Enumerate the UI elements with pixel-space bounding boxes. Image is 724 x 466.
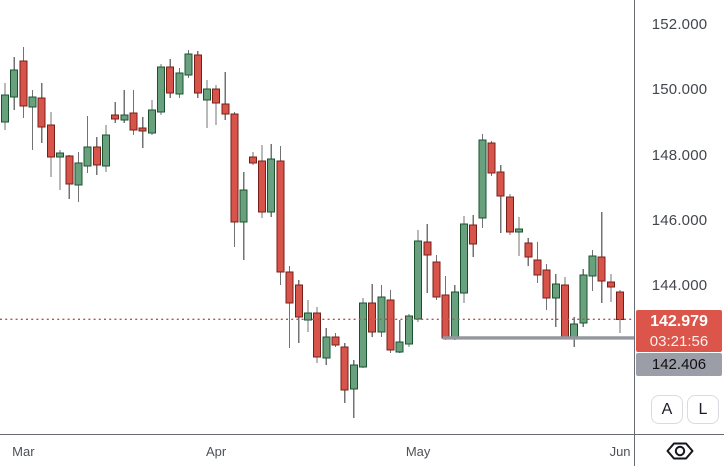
candle [505, 194, 514, 236]
candle [28, 90, 37, 151]
candle [579, 269, 588, 328]
candle [404, 314, 413, 347]
time-axis-month-label: May [405, 444, 431, 459]
candle [303, 300, 312, 332]
candle [349, 360, 358, 419]
auto-scale-button[interactable]: A [651, 395, 683, 424]
time-axis[interactable]: Mar Apr May Jun [0, 435, 634, 466]
candle [423, 224, 432, 293]
candle [496, 165, 505, 233]
candle [276, 146, 285, 286]
candle [294, 280, 303, 344]
candle [597, 211, 606, 303]
candle [10, 57, 19, 110]
candle [414, 229, 423, 322]
candle [432, 255, 441, 301]
candle [83, 116, 92, 173]
candle [395, 319, 404, 354]
candle [193, 50, 202, 98]
candle [359, 298, 368, 369]
candle [285, 266, 294, 348]
candle [74, 152, 83, 202]
candle [202, 79, 211, 128]
candle [616, 289, 625, 333]
candle [129, 90, 138, 136]
candle [258, 144, 267, 218]
candle [533, 241, 542, 284]
price-tick-label: 148.000 [651, 146, 708, 164]
candle [120, 90, 129, 123]
candle [267, 143, 276, 217]
time-axis-month-label: Mar [12, 444, 35, 459]
candle [515, 216, 524, 257]
candle [138, 117, 147, 149]
candle [570, 316, 579, 347]
axis-corner [635, 435, 724, 466]
last-price-value: 142.979 [650, 313, 708, 331]
price-axis-separator [634, 0, 635, 466]
candle [157, 63, 166, 115]
time-axis-month-label: Apr [206, 444, 227, 459]
candle [542, 264, 551, 311]
price-tick-label: 146.000 [651, 211, 708, 229]
candle [65, 154, 74, 199]
candlestick-chart[interactable] [0, 0, 634, 434]
candle [175, 67, 184, 98]
candle [166, 59, 175, 98]
log-scale-button[interactable]: L [687, 395, 719, 424]
candle [230, 111, 239, 247]
candle [239, 171, 248, 260]
candle [212, 84, 221, 125]
price-axis[interactable]: 152.000 150.000 148.000 146.000 144.000 142.… [635, 0, 724, 434]
price-tick-label: 144.000 [651, 277, 708, 294]
candle [322, 328, 331, 365]
candle [184, 49, 193, 79]
candle [147, 99, 156, 136]
candle [56, 150, 65, 191]
candle [606, 273, 615, 302]
chart-area[interactable] [0, 0, 634, 434]
candle [450, 285, 459, 341]
candle [19, 47, 28, 119]
candle [386, 289, 395, 354]
level-price-badge: 142.406 [636, 353, 722, 377]
last-price-badge: 142.979 03:21:56 [636, 310, 722, 353]
candle [469, 214, 478, 257]
candle [331, 332, 340, 347]
candle [551, 273, 560, 328]
candle [37, 82, 46, 143]
candle [588, 250, 597, 291]
candle [524, 238, 533, 267]
candle [92, 137, 101, 176]
candle [368, 284, 377, 337]
price-tick-label: 150.000 [651, 81, 708, 99]
hexagon-eye-logo-icon[interactable] [666, 441, 694, 461]
candle [460, 215, 468, 303]
candle-countdown-timer: 03:21:56 [649, 333, 709, 351]
candle [441, 275, 450, 341]
candle [487, 140, 496, 177]
candle [46, 111, 55, 178]
candle [221, 72, 230, 121]
candle [313, 306, 322, 363]
candle [340, 343, 349, 404]
time-axis-separator [0, 434, 724, 435]
time-axis-month-label: Jun [609, 444, 631, 459]
candle [560, 276, 569, 339]
candle [478, 134, 487, 228]
candle [111, 102, 120, 123]
candle [101, 124, 110, 172]
candle [248, 152, 257, 166]
price-tick-label: 152.000 [651, 16, 708, 34]
candle [1, 82, 9, 130]
candle [377, 285, 386, 337]
